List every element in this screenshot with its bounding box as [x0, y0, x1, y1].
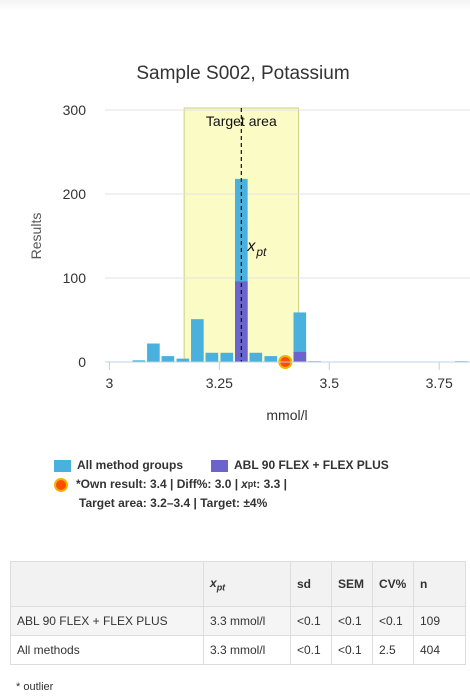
table-cell-sd: <0.1	[290, 606, 332, 636]
table-cell-xpt: 3.3 mmol/l	[203, 635, 291, 665]
bar-all-methods	[132, 360, 146, 362]
table-cell-n: 109	[413, 606, 466, 636]
y-tick-label: 100	[63, 270, 87, 286]
table-header-sem: SEM	[331, 561, 373, 607]
table-header-group	[10, 561, 204, 607]
x-tick-label: 3.25	[206, 375, 233, 391]
bar-all-methods	[249, 352, 263, 362]
legend-own-prefix: *Own result: 3.4 | Diff%: 3.0 |	[76, 477, 239, 491]
table-header-row: xpt sd SEM CV% n	[10, 561, 466, 607]
table-header-n: n	[413, 561, 466, 607]
own-result-marker-icon	[54, 477, 68, 492]
bar-all-methods	[161, 356, 175, 362]
legend-row-target: Target area: 3.2–3.4 | Target: ±4%	[54, 494, 454, 513]
legend-swatch-all-methods	[54, 459, 71, 472]
table-cell-xpt: 3.3 mmol/l	[203, 606, 291, 636]
table-header-sd: sd	[290, 561, 332, 607]
legend-row-own-result: *Own result: 3.4 | Diff%: 3.0 | x pt: 3.3…	[54, 475, 454, 494]
bar-all-methods	[264, 356, 278, 362]
bar-all-methods	[147, 343, 160, 362]
bar-all-methods	[220, 352, 234, 362]
table-cell-sd: <0.1	[290, 635, 332, 665]
bar-all-methods	[205, 352, 219, 362]
chart-title: Sample S002, Potassium	[136, 63, 349, 84]
table-header-cv: CV%	[372, 561, 414, 607]
legend-target-line: Target area: 3.2–3.4 | Target: ±4%	[79, 496, 268, 510]
table-row: ABL 90 FLEX + FLEX PLUS 3.3 mmol/l <0.1 …	[10, 606, 466, 636]
histogram-chart: Sample S002, Potassium Results mmol/l Ta…	[28, 63, 470, 423]
x-axis-label: mmol/l	[266, 407, 307, 423]
legend-swatch-abl	[211, 459, 228, 472]
legend-row-series: All method groups ABL 90 FLEX + FLEX PLU…	[54, 456, 454, 475]
table-header-xpt-main: x	[210, 575, 217, 590]
bar-all-methods	[176, 358, 190, 362]
table-cell-sem: <0.1	[331, 635, 373, 665]
table-header-xpt: xpt	[203, 561, 291, 607]
xpt-label-main: x	[246, 238, 256, 255]
bar-all-methods	[293, 312, 307, 362]
legend-xpt-main: x	[241, 477, 248, 491]
chart-svg: Sample S002, Potassium Results mmol/l Ta…	[28, 63, 470, 423]
bar-abl	[293, 351, 307, 362]
table-cell-cv: 2.5	[372, 635, 414, 665]
table-row: All methods 3.3 mmol/l <0.1 <0.1 2.5 404	[10, 635, 466, 665]
y-tick-label: 300	[63, 102, 87, 118]
x-tick-label: 3	[105, 375, 113, 391]
bar-all-methods	[191, 319, 204, 362]
y-tick-label: 0	[78, 354, 86, 370]
xpt-label-sub: pt	[255, 245, 267, 259]
table-cell-group: ABL 90 FLEX + FLEX PLUS	[10, 606, 204, 636]
target-area-label: Target area	[206, 113, 277, 129]
x-tick-label: 3.5	[320, 375, 340, 391]
y-tick-label: 200	[63, 186, 87, 202]
table-cell-cv: <0.1	[372, 606, 414, 636]
top-shadow	[0, 0, 470, 10]
legend-own-suffix: : 3.3 |	[256, 477, 287, 491]
statistics-table: xpt sd SEM CV% n ABL 90 FLEX + FLEX PLUS…	[10, 561, 466, 665]
chart-legend: All method groups ABL 90 FLEX + FLEX PLU…	[54, 456, 454, 513]
legend-all-methods[interactable]: All method groups	[77, 458, 183, 472]
table-header-xpt-sub: pt	[216, 582, 226, 593]
outlier-footnote: * outlier	[16, 681, 54, 693]
legend-xpt-sub: pt	[247, 479, 257, 489]
y-axis-label: Results	[28, 213, 44, 260]
table-cell-n: 404	[413, 635, 466, 665]
table-cell-sem: <0.1	[331, 606, 373, 636]
table-cell-group: All methods	[10, 635, 204, 665]
legend-abl[interactable]: ABL 90 FLEX + FLEX PLUS	[234, 458, 389, 472]
x-tick-label: 3.75	[426, 375, 453, 391]
